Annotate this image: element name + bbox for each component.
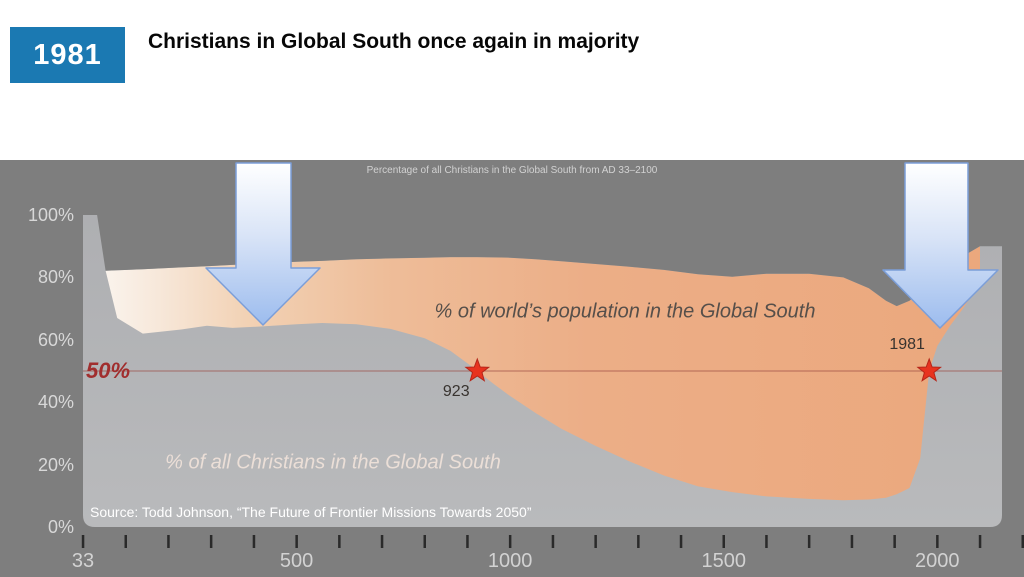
x-axis-tick (893, 535, 896, 548)
y-axis-label: 0% (47, 517, 74, 537)
x-axis-tick (722, 535, 725, 548)
x-axis-tick (936, 535, 939, 548)
x-axis-label: 2000 (915, 550, 960, 572)
x-axis-tick (679, 535, 683, 548)
year-badge: 1981 (10, 27, 125, 83)
above-series-mask (83, 215, 1002, 307)
y-axis-label: 40% (37, 392, 74, 413)
down-arrow-right-icon (882, 162, 999, 329)
x-axis-tick (423, 535, 426, 548)
page-title: Christians in Global South once again in… (148, 30, 640, 53)
crossing-year-label: 923 (442, 383, 470, 400)
x-axis-tick (295, 535, 298, 548)
source-credit: Source: Todd Johnson, “The Future of Fro… (90, 504, 532, 520)
x-axis-tick (978, 535, 982, 548)
area-chart-plot (81, 162, 1024, 548)
crossing-star-icon (916, 357, 942, 382)
population-series-label: % of world’s population in the Global So… (434, 300, 816, 323)
population-vs-christians-band (105, 246, 981, 501)
x-axis-tick (594, 535, 597, 548)
x-axis-label: 500 (279, 550, 314, 572)
x-axis-tick (807, 535, 811, 548)
x-axis-tick (167, 535, 170, 548)
x-axis-tick (380, 535, 384, 548)
y-axis-label: 60% (37, 329, 74, 350)
x-axis-tick (81, 535, 85, 548)
y-axis-label: 100% (27, 205, 74, 225)
x-axis-tick (338, 535, 341, 548)
chart-area: Percentage of all Christians in the Glob… (0, 160, 1024, 577)
y-axis-label: 20% (37, 454, 74, 475)
christians-series-label: % of all Christians in the Global South (165, 451, 501, 474)
x-axis-tick (508, 535, 512, 548)
x-axis-label: 1000 (487, 550, 533, 572)
x-axis-tick (850, 535, 854, 548)
crossing-star-icon (464, 357, 491, 382)
x-axis-tick (765, 535, 768, 548)
x-axis-tick (252, 535, 256, 548)
x-axis-tick (1021, 535, 1024, 548)
x-axis-tick (466, 535, 469, 548)
chart-title: Percentage of all Christians in the Glob… (366, 165, 658, 176)
x-axis-tick (551, 535, 555, 548)
y-axis-label: 80% (37, 267, 74, 288)
x-axis-tick (124, 535, 127, 548)
x-axis-tick (637, 535, 640, 548)
x-axis-tick (209, 535, 213, 548)
year-badge-text: 1981 (33, 38, 102, 71)
x-axis-label: 33 (71, 550, 95, 572)
fifty-percent-label: 50% (86, 358, 131, 383)
down-arrow-left-icon (205, 162, 321, 326)
x-axis-label: 1500 (701, 550, 746, 572)
crossing-year-label: 1981 (889, 336, 925, 353)
